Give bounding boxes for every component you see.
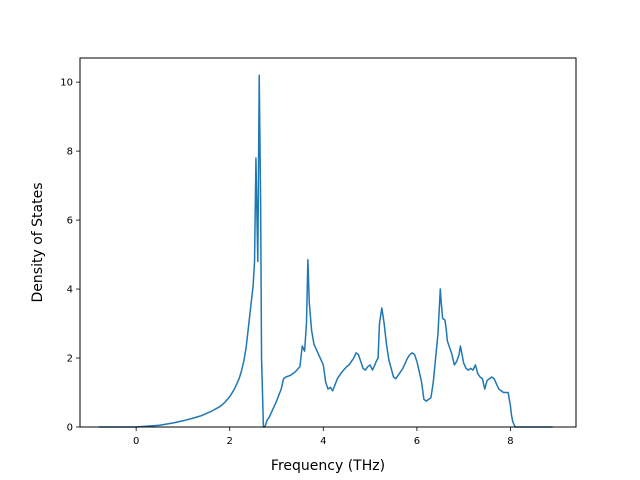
y-tick-label: 4 bbox=[67, 285, 73, 296]
y-tick-label: 6 bbox=[67, 216, 73, 227]
x-tick-label: 8 bbox=[507, 436, 513, 447]
y-tick-label: 10 bbox=[60, 78, 73, 89]
plot-area bbox=[98, 74, 553, 428]
series-line-0 bbox=[98, 74, 553, 428]
y-axis-label: Density of States bbox=[30, 183, 46, 303]
x-tick-label: 0 bbox=[133, 436, 139, 447]
x-tick-label: 6 bbox=[414, 436, 420, 447]
axes-frame bbox=[79, 57, 577, 428]
y-axis-ticks: 0 2 4 6 8 10 bbox=[60, 78, 80, 434]
y-tick-label: 2 bbox=[67, 354, 73, 365]
x-axis-ticks: 0 2 4 6 8 bbox=[133, 427, 514, 447]
x-axis-label: Frequency (THz) bbox=[271, 458, 385, 474]
x-tick-label: 2 bbox=[227, 436, 233, 447]
y-tick-label: 0 bbox=[67, 423, 73, 434]
y-tick-label: 8 bbox=[67, 147, 73, 158]
x-tick-label: 4 bbox=[320, 436, 326, 447]
